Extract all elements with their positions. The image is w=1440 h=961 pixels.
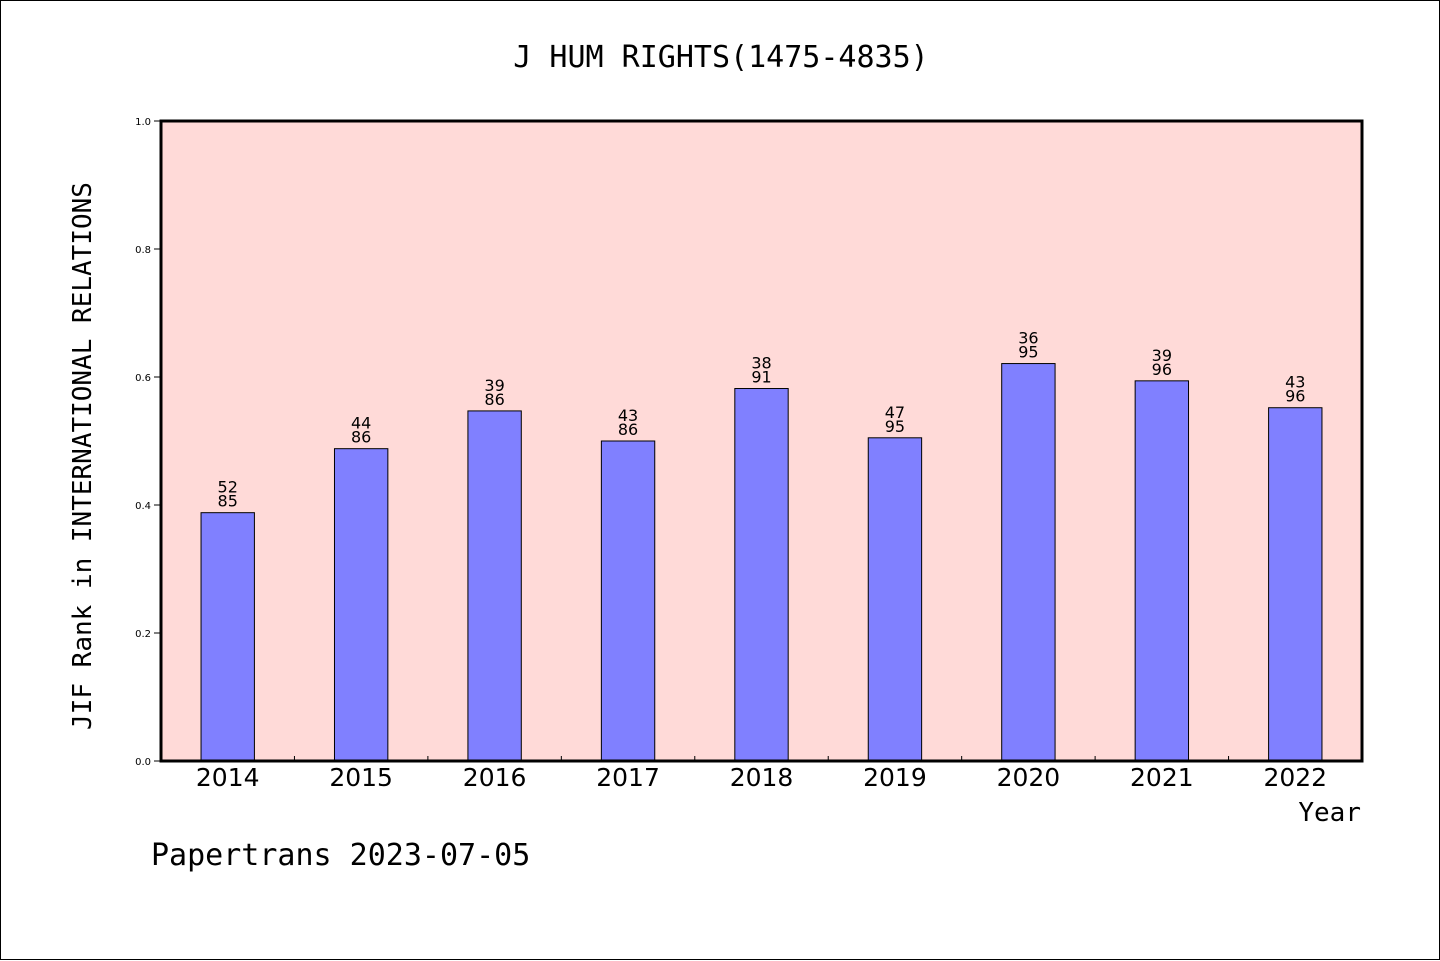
bar xyxy=(600,440,656,762)
bar-rank-label: 44 xyxy=(351,414,371,433)
y-axis: 0.0 0.2 0.4 0.6 0.8 1.0 xyxy=(135,117,161,768)
bar-total-label: 96 xyxy=(1285,387,1305,406)
bar-rank-label: 52 xyxy=(218,478,238,497)
bar xyxy=(1268,407,1323,762)
plot-border xyxy=(159,119,1364,763)
x-axis: 2014 2015 2016 2017 2018 2019 2020 2021 2022 xyxy=(196,756,1327,792)
bar-rank-label: 43 xyxy=(1285,373,1305,392)
bar-rank-label: 39 xyxy=(484,376,504,395)
y-tick-label: 0.4 xyxy=(135,501,151,512)
bar-rank-label: 47 xyxy=(885,403,905,422)
bar-rank-label: 38 xyxy=(751,354,771,373)
bar-total-label: 96 xyxy=(1152,360,1172,379)
x-tick-label: 2020 xyxy=(997,763,1061,792)
bar xyxy=(333,448,389,762)
bar-total-label: 85 xyxy=(218,492,238,511)
bar xyxy=(867,437,923,762)
bar-total-label: 86 xyxy=(484,390,504,409)
y-tick-label: 1.0 xyxy=(135,117,151,128)
bar xyxy=(734,388,789,762)
x-axis-label: Year xyxy=(1298,798,1361,828)
y-tick-label: 0.2 xyxy=(135,629,151,640)
x-tick-label: 2022 xyxy=(1263,763,1327,792)
x-tick-label: 2019 xyxy=(863,763,927,792)
bar-total-label: 95 xyxy=(1018,343,1038,362)
x-tick-label: 2014 xyxy=(196,763,260,792)
bar-rank-label: 43 xyxy=(618,406,638,425)
bar-total-label: 86 xyxy=(618,420,638,439)
y-tick-label: 0.6 xyxy=(135,373,151,384)
bar-total-label: 86 xyxy=(351,428,371,447)
bar-total-label: 95 xyxy=(885,417,905,436)
x-tick-label: 2021 xyxy=(1130,763,1194,792)
x-tick-label: 2015 xyxy=(329,763,393,792)
bar xyxy=(200,512,255,762)
chart-title: J HUM RIGHTS(1475-4835) xyxy=(513,40,928,75)
x-tick-label: 2017 xyxy=(596,763,660,792)
bar xyxy=(1001,363,1056,762)
y-axis-label: JIF Rank in INTERNATIONAL RELATIONS xyxy=(68,182,98,730)
footer-text: Papertrans 2023-07-05 xyxy=(151,838,530,873)
x-tick-label: 2018 xyxy=(730,763,794,792)
bar xyxy=(467,410,522,762)
bar-total-label: 91 xyxy=(751,368,771,387)
x-tick-label: 2016 xyxy=(463,763,527,792)
bar xyxy=(1134,380,1190,762)
bar-rank-label: 39 xyxy=(1152,346,1172,365)
bar-rank-label: 36 xyxy=(1018,329,1038,348)
y-tick-label: 0.0 xyxy=(135,757,151,768)
y-tick-label: 0.8 xyxy=(135,245,151,256)
